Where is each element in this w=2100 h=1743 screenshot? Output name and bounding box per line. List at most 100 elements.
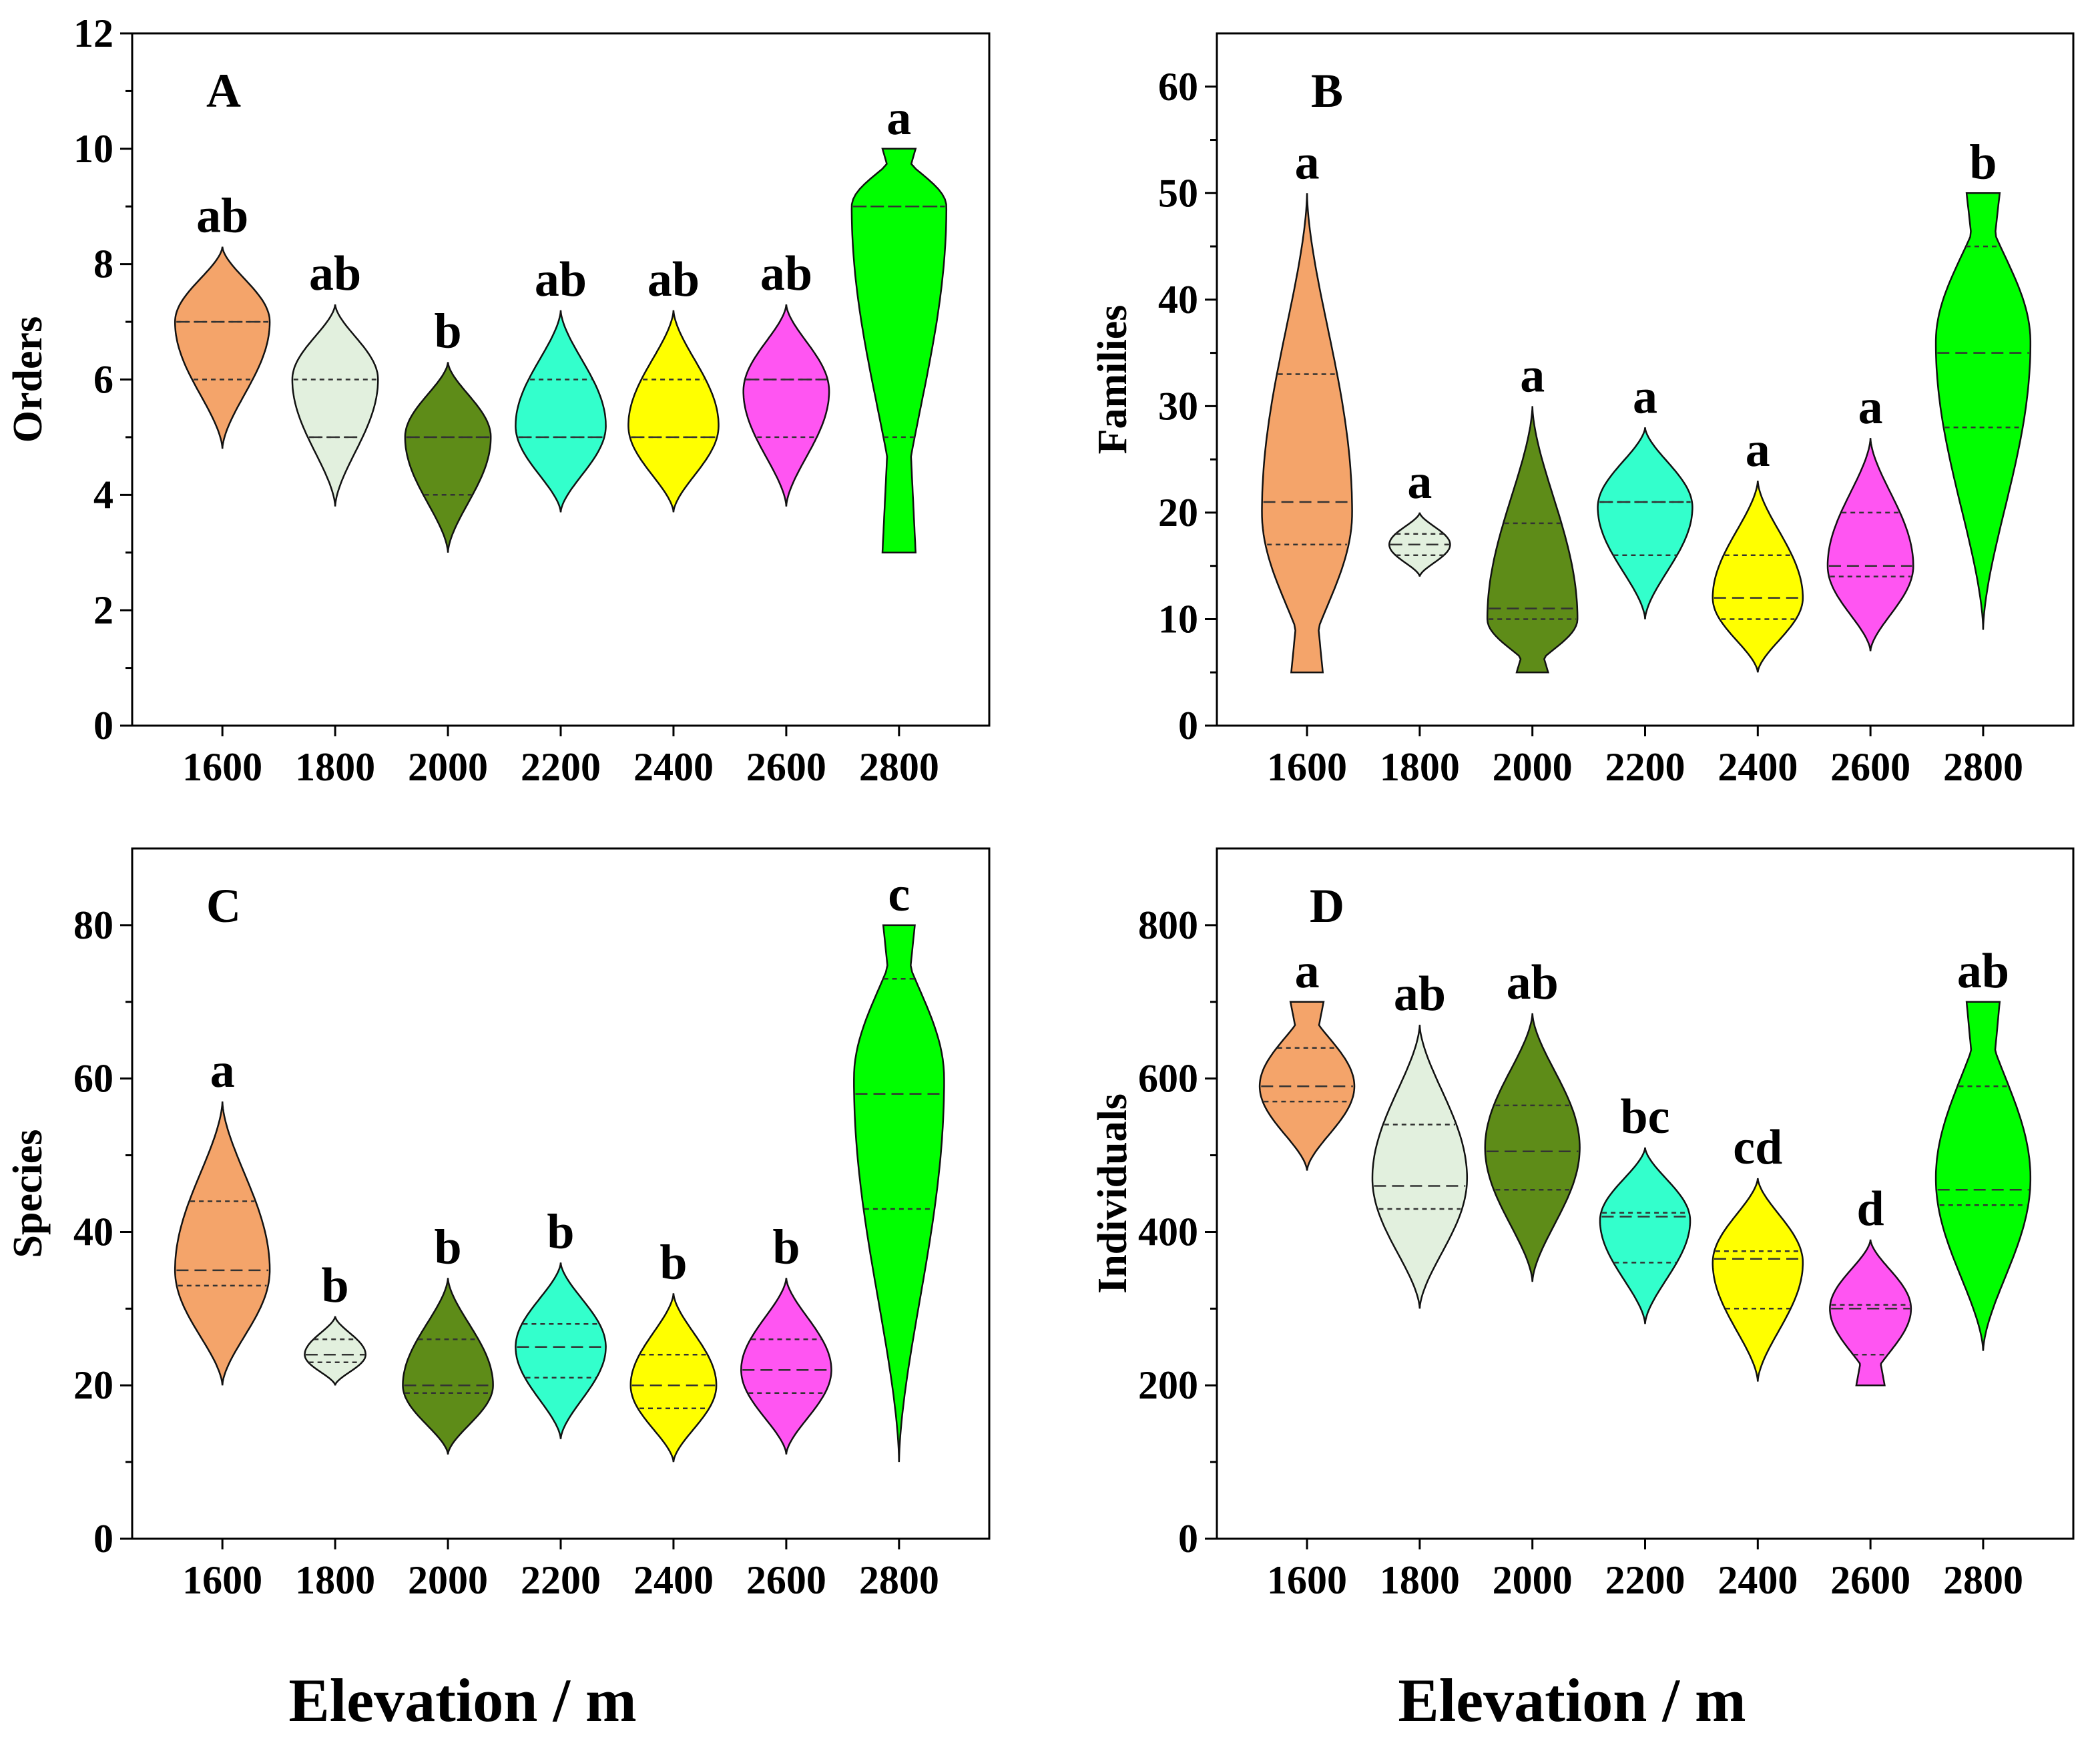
y-tick-label: 40: [73, 1210, 113, 1254]
y-tick-label: 10: [73, 127, 113, 171]
y-tick-label: 20: [73, 1363, 113, 1407]
violin-2000: [1486, 406, 1579, 674]
violin-2600: [740, 1278, 832, 1455]
significance-letter-2000: b: [435, 1220, 462, 1274]
significance-letter-2000: b: [435, 304, 462, 359]
y-tick-label: 10: [1158, 597, 1198, 641]
violin-2800: [1934, 1001, 2032, 1351]
x-tick-label: 2800: [859, 1558, 939, 1602]
panel-letter: A: [206, 64, 241, 117]
x-tick-label: 1600: [182, 1558, 262, 1602]
x-tick-label: 2800: [1943, 745, 2023, 789]
significance-letter-1800: b: [322, 1258, 349, 1313]
x-tick-label: 1600: [182, 745, 262, 789]
significance-letter-1800: a: [1407, 455, 1432, 509]
significance-letter-2800: ab: [1957, 944, 2009, 999]
x-tick-label: 2200: [1605, 1558, 1685, 1602]
x-tick-label: 2200: [521, 1558, 601, 1602]
violin-2200: [515, 1262, 607, 1439]
violin-2200: [1597, 427, 1693, 619]
x-tick-label: 1800: [295, 745, 375, 789]
violin-1600: [174, 1101, 271, 1386]
x-tick-label: 1600: [1267, 1558, 1347, 1602]
x-tick-label: 2600: [1830, 1558, 1910, 1602]
y-tick-label: 4: [93, 473, 113, 517]
significance-letter-1800: ab: [1394, 967, 1446, 1021]
significance-letter-2800: b: [1969, 135, 1997, 190]
significance-letter-2400: cd: [1733, 1120, 1782, 1175]
significance-letter-2000: ab: [1507, 955, 1559, 1010]
significance-letter-2400: b: [660, 1235, 687, 1290]
y-tick-label: 0: [93, 704, 113, 748]
y-tick-label: 0: [1178, 704, 1198, 748]
violin-2800: [853, 924, 945, 1463]
x-tick-label: 2000: [1493, 1558, 1573, 1602]
significance-letter-2800: c: [888, 867, 910, 922]
x-tick-label: 2800: [1943, 1558, 2023, 1602]
x-tick-label: 1600: [1267, 745, 1347, 789]
violin-2800: [1934, 192, 2032, 630]
panel-c-species: a b b b b b c 0 20 40 60 80 1600 1800 2000 2200 2400 2600…: [5, 847, 991, 1602]
y-tick-label: 200: [1138, 1363, 1198, 1407]
x-tick-label: 2400: [633, 745, 714, 789]
x-axis-title-right: Elevation / m: [1398, 1666, 1746, 1734]
significance-letter-2400: ab: [647, 252, 700, 307]
y-tick-label: 600: [1138, 1057, 1198, 1101]
panel-b-families: a a a a a a b 0 10 20 30 40 50 60 1600 1800 2000 2200 2400…: [1090, 32, 2075, 789]
violin-2000: [402, 1278, 494, 1455]
y-tick-label: 400: [1138, 1210, 1198, 1254]
y-tick-label: 2: [93, 588, 113, 632]
significance-letter-1800: ab: [309, 246, 361, 301]
x-tick-label: 2400: [1718, 745, 1798, 789]
violin-2400: [629, 1293, 718, 1463]
y-axis-title: Species: [5, 1130, 51, 1258]
violin-2000: [404, 362, 492, 553]
y-tick-label: 60: [73, 1057, 113, 1101]
violin-2600: [1829, 1239, 1912, 1387]
y-tick-label: 20: [1158, 491, 1198, 535]
violin-1800: [304, 1316, 366, 1386]
y-tick-label: 50: [1158, 171, 1198, 215]
y-tick-label: 800: [1138, 903, 1198, 947]
significance-letter-2600: d: [1857, 1182, 1884, 1236]
violin-2600: [742, 304, 830, 507]
violin-1800: [1371, 1025, 1469, 1309]
y-tick-label: 8: [93, 242, 113, 286]
significance-letter-1600: a: [1295, 135, 1320, 190]
y-tick-label: 40: [1158, 278, 1198, 322]
x-tick-label: 2600: [1830, 745, 1910, 789]
y-axis-title: Orders: [5, 316, 51, 443]
x-tick-label: 2600: [746, 745, 826, 789]
x-tick-label: 2400: [633, 1558, 714, 1602]
y-axis-title: Families: [1090, 305, 1135, 455]
x-tick-label: 1800: [1380, 1558, 1460, 1602]
violin-1600: [174, 246, 271, 449]
significance-letter-1600: ab: [196, 189, 248, 244]
y-tick-label: 0: [93, 1517, 113, 1561]
y-axis-title: Individuals: [1090, 1093, 1135, 1294]
y-tick-label: 12: [73, 11, 113, 55]
violin-2800: [850, 148, 948, 554]
significance-letter-2200: bc: [1621, 1089, 1670, 1144]
y-tick-label: 6: [93, 358, 113, 402]
x-tick-label: 2600: [746, 1558, 826, 1602]
panel-letter: D: [1310, 879, 1344, 933]
y-tick-label: 30: [1158, 384, 1198, 428]
x-tick-label: 2800: [859, 745, 939, 789]
x-tick-label: 1800: [295, 1558, 375, 1602]
violin-2600: [1826, 438, 1914, 652]
significance-letter-2200: a: [1633, 369, 1657, 424]
violin-2400: [627, 310, 720, 513]
violin-2200: [1599, 1147, 1691, 1324]
panel-letter: B: [1311, 64, 1343, 117]
violin-2400: [1712, 1178, 1804, 1382]
y-tick-label: 0: [1178, 1517, 1198, 1561]
y-tick-label: 60: [1158, 65, 1198, 109]
x-tick-label: 2000: [408, 1558, 488, 1602]
significance-letter-2200: b: [547, 1204, 574, 1259]
violin-2200: [515, 310, 607, 513]
panel-a-orders: ab ab b ab ab ab a 0 2 4 6 8 10 12 1600 1800 2000 2200 240…: [5, 11, 991, 789]
significance-letter-1600: a: [1295, 944, 1320, 999]
x-tick-label: 2400: [1718, 1558, 1798, 1602]
